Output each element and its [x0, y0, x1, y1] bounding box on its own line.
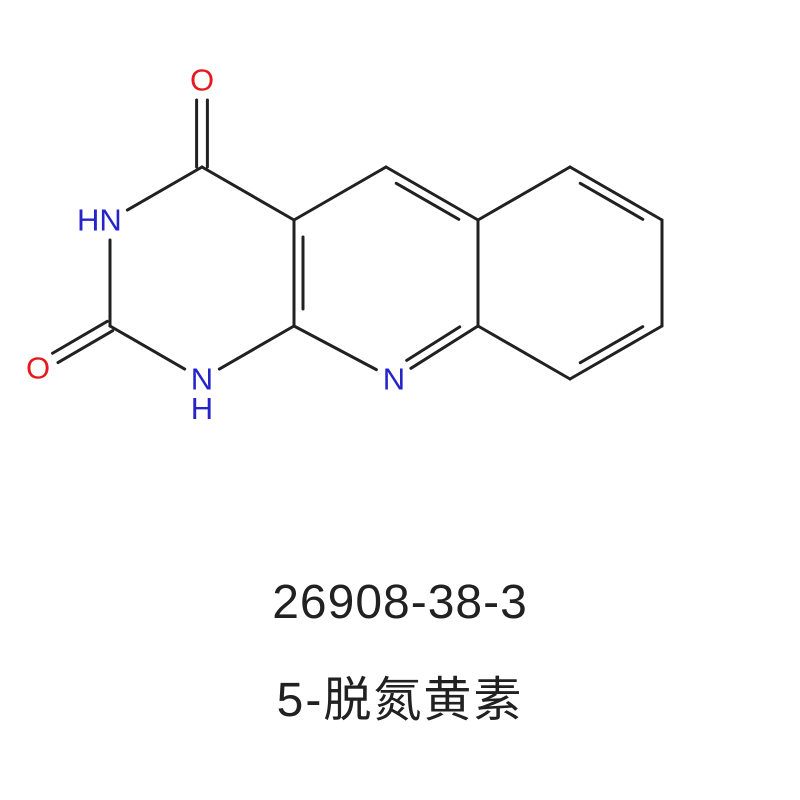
cas-number: 26908-38-3 — [0, 575, 800, 630]
svg-text:O: O — [190, 63, 214, 98]
svg-text:HN: HN — [77, 203, 122, 238]
svg-text:N: N — [383, 362, 405, 397]
molecule-diagram: NHNNHOO — [0, 0, 800, 560]
svg-text:O: O — [26, 351, 50, 386]
chemical-name: 5-脱氮黄素 — [0, 660, 800, 730]
figure-container: NHNNHOO 26908-38-3 5-脱氮黄素 — [0, 0, 800, 800]
svg-text:H: H — [191, 391, 213, 426]
